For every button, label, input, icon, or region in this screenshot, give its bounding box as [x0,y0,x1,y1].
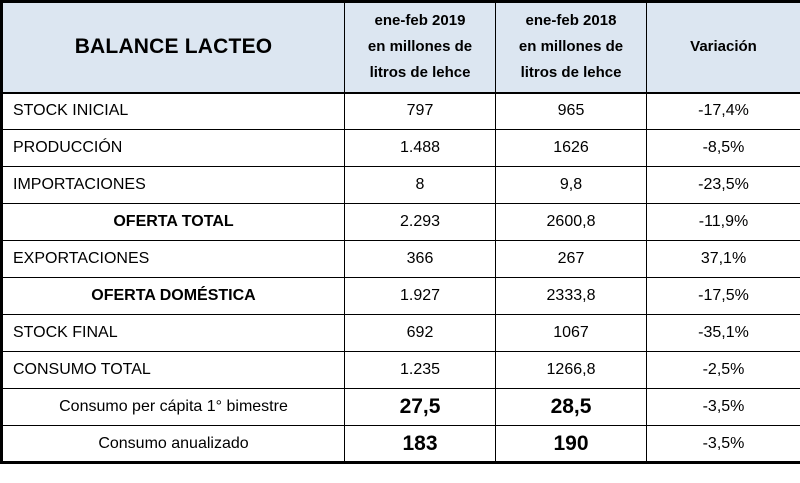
value-2019: 1.488 [344,129,496,167]
col-header-line: litros de lehce [520,64,622,82]
col-header-line: ene-feb 2018 [525,12,617,30]
value-2019: 692 [344,314,496,352]
row-label: PRODUCCIÓN [1,129,345,167]
value-2018: 2600,8 [495,203,647,241]
col-header-line: en millones de [367,38,473,56]
row-label: IMPORTACIONES [1,166,345,204]
value-2018: 2333,8 [495,277,647,315]
value-2019: 27,5 [344,388,496,426]
table-row: Consumo anualizado 183 190 -3,5% [1,425,800,463]
balance-lacteo-table: BALANCE LACTEO ene-feb 2019 en millones … [0,0,800,464]
value-2018: 267 [495,240,647,278]
value-variacion: -17,5% [646,277,800,315]
row-label: STOCK FINAL [1,314,345,352]
value-2018: 1266,8 [495,351,647,389]
value-variacion: -3,5% [646,388,800,426]
value-2018: 28,5 [495,388,647,426]
header-row: BALANCE LACTEO ene-feb 2019 en millones … [1,1,800,94]
table-row: Consumo per cápita 1° bimestre 27,5 28,5… [1,388,800,426]
value-variacion: -35,1% [646,314,800,352]
table-row: OFERTA TOTAL 2.293 2600,8 -11,9% [1,203,800,241]
value-2019: 797 [344,92,496,130]
row-label: OFERTA TOTAL [1,203,345,241]
value-variacion: -17,4% [646,92,800,130]
table-row: OFERTA DOMÉSTICA 1.927 2333,8 -17,5% [1,277,800,315]
table-row: CONSUMO TOTAL 1.235 1266,8 -2,5% [1,351,800,389]
table-title: BALANCE LACTEO [1,1,345,94]
row-label: OFERTA DOMÉSTICA [1,277,345,315]
table-row: STOCK INICIAL 797 965 -17,4% [1,92,800,130]
value-2019: 183 [344,425,496,463]
col-header-line: Variación [690,38,757,56]
value-2018: 1626 [495,129,647,167]
row-label: Consumo per cápita 1° bimestre [1,388,345,426]
row-label: CONSUMO TOTAL [1,351,345,389]
value-variacion: -23,5% [646,166,800,204]
value-2019: 366 [344,240,496,278]
col-header-2018: ene-feb 2018 en millones de litros de le… [495,1,647,94]
row-label: Consumo anualizado [1,425,345,463]
value-2019: 8 [344,166,496,204]
value-2018: 9,8 [495,166,647,204]
table-row: STOCK FINAL 692 1067 -35,1% [1,314,800,352]
row-label: STOCK INICIAL [1,92,345,130]
table-row: IMPORTACIONES 8 9,8 -23,5% [1,166,800,204]
value-2018: 190 [495,425,647,463]
value-2019: 1.235 [344,351,496,389]
value-variacion: 37,1% [646,240,800,278]
col-header-variacion: Variación [646,1,800,94]
col-header-2019: ene-feb 2019 en millones de litros de le… [344,1,496,94]
table-row: PRODUCCIÓN 1.488 1626 -8,5% [1,129,800,167]
value-variacion: -2,5% [646,351,800,389]
col-header-line: ene-feb 2019 [374,12,466,30]
value-2018: 965 [495,92,647,130]
col-header-line: litros de lehce [369,64,471,82]
col-header-line: en millones de [518,38,624,56]
value-variacion: -8,5% [646,129,800,167]
value-2019: 2.293 [344,203,496,241]
value-variacion: -11,9% [646,203,800,241]
row-label: EXPORTACIONES [1,240,345,278]
value-variacion: -3,5% [646,425,800,463]
value-2019: 1.927 [344,277,496,315]
table-row: EXPORTACIONES 366 267 37,1% [1,240,800,278]
value-2018: 1067 [495,314,647,352]
